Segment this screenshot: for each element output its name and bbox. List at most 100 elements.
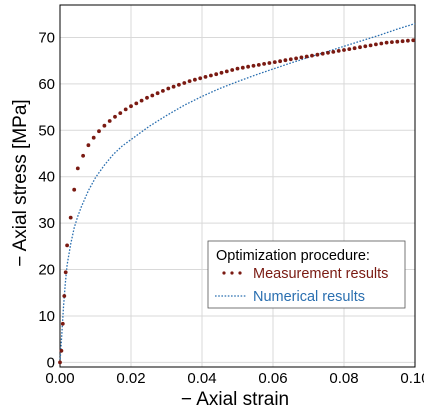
x-tick-label: 0.04	[187, 370, 216, 387]
measurement-point	[166, 86, 171, 91]
measurement-point	[347, 47, 352, 51]
measurement-point	[315, 52, 320, 57]
legend: Optimization procedure: Measurement resu…	[207, 240, 406, 309]
measurement-point	[384, 40, 389, 45]
y-axis-ticks: 0 10 20 30 40 50 60 70	[38, 29, 55, 371]
measurement-point	[374, 42, 378, 47]
measurement-point	[294, 56, 298, 61]
measurement-point	[326, 50, 330, 55]
measurement-point	[240, 65, 245, 70]
measurement-point	[411, 38, 416, 43]
measurement-point	[203, 75, 208, 79]
legend-box	[207, 240, 406, 309]
measurement-point	[107, 119, 112, 123]
y-axis-title: − Axial stress [MPa]	[10, 99, 31, 266]
y-tick-label: 0	[47, 354, 55, 371]
measurement-point	[65, 243, 69, 248]
measurement-point	[113, 114, 117, 119]
measurement-point	[288, 57, 293, 62]
measurement-point	[406, 38, 410, 43]
measurement-point	[59, 348, 64, 353]
measurement-point	[395, 39, 400, 44]
measurement-point	[193, 77, 197, 82]
measurement-point	[214, 72, 219, 77]
measurement-point	[63, 270, 68, 275]
y-tick-label: 20	[38, 262, 55, 279]
measurement-point	[235, 66, 240, 71]
measurement-point	[310, 53, 314, 58]
measurement-point	[123, 107, 128, 112]
y-tick-label: 70	[38, 29, 55, 46]
measurement-point	[251, 63, 256, 68]
measurement-point	[139, 98, 144, 103]
legend-item-numerical: Numerical results	[215, 289, 365, 305]
measurement-point	[209, 73, 213, 78]
numerical-results-line	[59, 22, 416, 363]
x-tick-label: 0.02	[116, 370, 145, 387]
measurement-point	[81, 153, 85, 158]
legend-label-measurement: Measurement results	[253, 266, 388, 282]
y-tick-label: 30	[38, 215, 55, 232]
measurement-point	[299, 55, 304, 60]
measurement-point	[91, 135, 96, 140]
measurement-point	[145, 95, 149, 100]
measurement-point	[60, 321, 65, 326]
measurement-point	[379, 41, 384, 46]
measurement-point	[368, 43, 373, 48]
measurement-point	[320, 51, 325, 56]
measurement-point	[171, 84, 176, 89]
measurement-point	[331, 50, 336, 54]
measurement-point	[72, 187, 77, 192]
measurement-point	[246, 64, 251, 69]
legend-label-numerical: Numerical results	[253, 289, 365, 305]
measurement-point	[278, 59, 282, 64]
legend-marker-measurement	[230, 271, 234, 275]
measurement-point	[230, 68, 235, 72]
measurement-point	[182, 81, 187, 85]
y-tick-label: 40	[38, 169, 55, 186]
measurement-point	[198, 76, 203, 81]
y-tick-label: 60	[38, 76, 55, 93]
legend-marker-measurement	[238, 271, 242, 275]
x-axis-title: − Axial strain	[181, 389, 289, 410]
measurement-point	[390, 40, 394, 44]
measurement-point	[161, 89, 165, 93]
y-tick-label: 50	[38, 122, 55, 139]
measurement-point	[68, 215, 73, 220]
measurement-point	[102, 123, 107, 128]
measurement-point	[177, 82, 181, 87]
measurement-point	[62, 294, 67, 298]
measurement-point	[262, 62, 266, 66]
measurement-point	[118, 111, 123, 115]
measurement-point	[400, 39, 405, 44]
measurement-point	[86, 143, 91, 148]
measurement-point	[358, 45, 362, 50]
grid	[59, 5, 416, 367]
x-axis-ticks: 0.00 0.02 0.04 0.06 0.08 0.10	[45, 370, 424, 387]
plot-area	[59, 4, 416, 368]
measurement-point	[155, 91, 160, 96]
x-tick-label: 0.10	[400, 370, 424, 387]
measurement-point	[342, 48, 346, 52]
y-tick-label: 10	[38, 308, 55, 325]
measurement-point	[283, 58, 288, 63]
measurement-point	[219, 70, 224, 75]
measurement-point	[97, 129, 101, 134]
measurement-point	[304, 54, 309, 59]
legend-item-measurement: Measurement results	[222, 266, 388, 282]
x-tick-label: 0.00	[45, 370, 74, 387]
measurement-point	[150, 93, 155, 98]
measurement-point	[134, 101, 139, 106]
measurement-point	[352, 46, 357, 51]
measurement-point	[129, 104, 133, 109]
x-tick-label: 0.06	[258, 370, 287, 387]
measurement-point	[75, 166, 80, 171]
measurement-point	[272, 60, 277, 64]
x-tick-label: 0.08	[329, 370, 358, 387]
legend-title: Optimization procedure:	[216, 248, 370, 264]
measurement-point	[256, 63, 261, 67]
measurement-point	[267, 61, 272, 65]
measurement-point	[58, 360, 62, 365]
measurement-point	[187, 79, 192, 83]
